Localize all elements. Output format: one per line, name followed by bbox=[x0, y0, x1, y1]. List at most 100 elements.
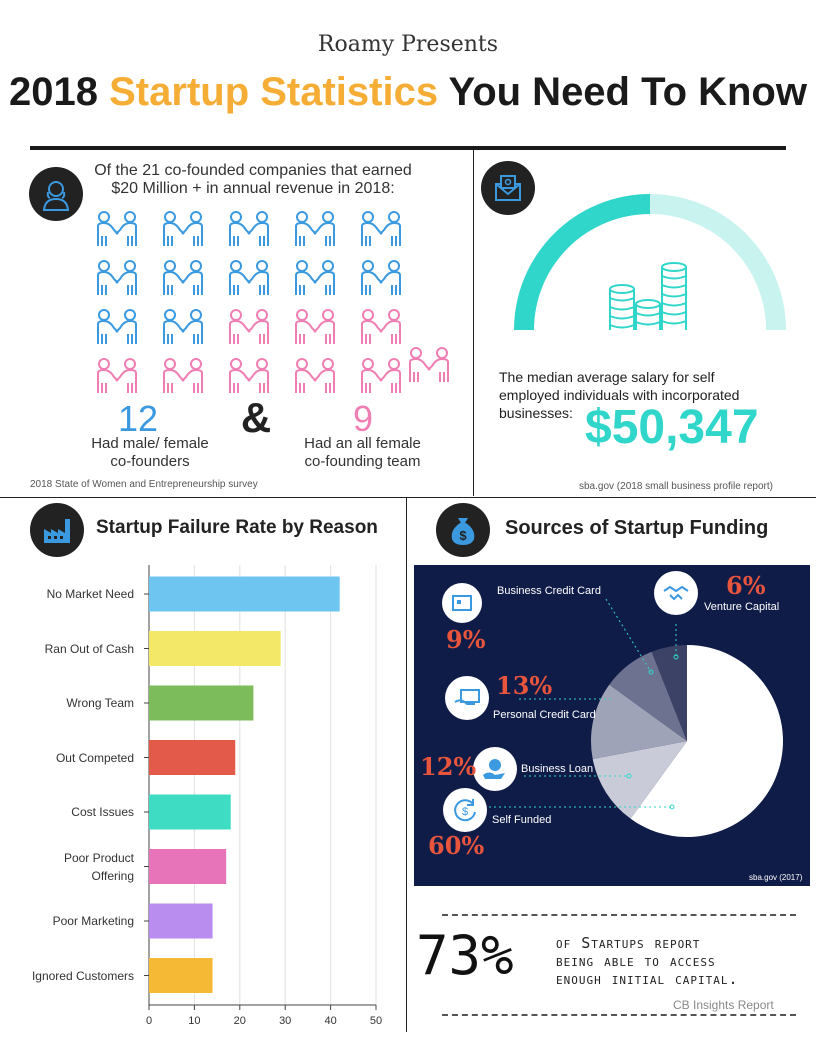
salary-line3: businesses: bbox=[499, 405, 573, 421]
female-cofounder-pair-icon bbox=[229, 309, 269, 344]
bar-out-competed bbox=[149, 740, 236, 775]
salary-source: sba.gov (2018 small business profile rep… bbox=[579, 481, 773, 492]
pct-venture-capital: 6% bbox=[726, 571, 766, 600]
x-tick-label: 20 bbox=[234, 1015, 246, 1027]
pie-slice-personal-credit-card bbox=[591, 684, 687, 759]
salary-description: The median average salary for self emplo… bbox=[499, 368, 769, 422]
mixed-cofounder-pair-icon bbox=[229, 211, 269, 246]
salary-value: $50,347 bbox=[585, 401, 759, 454]
x-tick-label: 0 bbox=[146, 1015, 152, 1027]
card-in-hand-icon bbox=[445, 676, 489, 720]
female-cofounder-pair-icon bbox=[295, 309, 335, 344]
gauge-remaining-arc bbox=[650, 194, 786, 330]
x-tick-label: 50 bbox=[370, 1015, 382, 1027]
capital-line3: enough initial capital. bbox=[556, 970, 739, 988]
capital-statement: of Startups report being able to access … bbox=[556, 934, 796, 988]
label-self-funded: Self Funded bbox=[492, 814, 552, 826]
salary-line2: employed individuals with incorporated bbox=[499, 387, 740, 403]
bar-poor-product-offering bbox=[149, 849, 227, 884]
funding-panel: $ Business Credit Card 9% 6% Venture Cap… bbox=[414, 565, 810, 886]
x-tick-label: 30 bbox=[279, 1015, 291, 1027]
pct-business-credit-card: 9% bbox=[446, 625, 486, 654]
female-cofounder-pair-icon bbox=[163, 358, 203, 393]
divider-vertical-bottom bbox=[406, 497, 407, 1032]
category-label: Cost Issues bbox=[71, 805, 134, 819]
pie-slice-business-loan bbox=[592, 741, 687, 819]
title-year: 2018 bbox=[9, 70, 98, 114]
mixed-label-line1: Had male/ female bbox=[91, 435, 209, 452]
capital-line2: being able to access bbox=[556, 952, 716, 970]
coin-stacks-icon bbox=[609, 262, 687, 330]
x-tick-label: 40 bbox=[324, 1015, 336, 1027]
label-personal-credit-card: Personal Credit Card bbox=[493, 709, 596, 721]
failure-bar-chart: 0 10 20 30 40 50 bbox=[144, 565, 382, 1027]
mixed-cofounder-pair-icon bbox=[229, 260, 269, 295]
label-business-loan: Business Loan bbox=[521, 763, 594, 775]
mixed-count: 12 bbox=[117, 398, 159, 439]
gauge-filled-arc bbox=[514, 194, 650, 330]
title-accent: Startup Statistics bbox=[109, 70, 439, 114]
salary-gauge bbox=[514, 194, 786, 330]
mixed-cofounder-pair-icon bbox=[361, 260, 401, 295]
svg-text:$: $ bbox=[462, 806, 468, 818]
ampersand: & bbox=[240, 394, 272, 441]
svg-text:$: $ bbox=[459, 528, 467, 543]
cofounder-source: 2018 State of Women and Entrepreneurship… bbox=[30, 479, 258, 490]
female-label-line2: co-founding team bbox=[304, 453, 421, 470]
cofounder-intro-line2: $20 Million + in annual revenue in 2018: bbox=[111, 180, 395, 197]
bar-poor-marketing bbox=[149, 903, 213, 939]
label-business-credit-card: Business Credit Card bbox=[497, 585, 601, 597]
stat-bottom-dashes bbox=[442, 1014, 796, 1016]
pct-business-loan: 12% bbox=[420, 752, 477, 781]
mixed-cofounder-pair-icon bbox=[163, 260, 203, 295]
female-count: 9 bbox=[352, 398, 374, 439]
pct-self-funded: 60% bbox=[428, 831, 485, 860]
category-label: Ignored Customers bbox=[31, 968, 134, 983]
handshake-icon bbox=[654, 571, 698, 615]
refresh-dollar-icon: $ bbox=[443, 788, 487, 832]
bar-cost-issues bbox=[149, 794, 231, 830]
woman-icon bbox=[29, 167, 83, 221]
factory-icon bbox=[30, 503, 84, 557]
category-label: Poor Marketing bbox=[52, 914, 134, 928]
divider-horizontal bbox=[0, 497, 816, 498]
mixed-cofounder-pair-icon bbox=[97, 309, 137, 344]
presents-line: Roamy Presents bbox=[317, 32, 499, 57]
funding-leader-lines bbox=[489, 598, 677, 808]
envelope-icon bbox=[481, 161, 535, 215]
divider-vertical-top bbox=[473, 150, 474, 496]
funding-source: sba.gov (2017) bbox=[749, 873, 803, 882]
category-label: Ran Out of Cash bbox=[44, 641, 134, 656]
credit-card-icon bbox=[442, 583, 482, 623]
bar-ran-out-of-cash bbox=[149, 631, 281, 666]
female-cofounder-pair-icon bbox=[409, 347, 449, 382]
female-cofounder-pair-icon bbox=[295, 358, 335, 393]
pct-personal-credit-card: 13% bbox=[496, 671, 553, 700]
salary-line1: The median average salary for self bbox=[499, 369, 715, 385]
mixed-cofounder-pair-icon bbox=[295, 260, 335, 295]
female-label: Had an all female co-founding team bbox=[285, 435, 440, 471]
female-cofounder-pair-icon bbox=[361, 358, 401, 393]
female-cofounder-pair-icon bbox=[229, 358, 269, 393]
category-label: Wrong Team bbox=[66, 696, 134, 710]
cofounder-intro: Of the 21 co-founded companies that earn… bbox=[88, 162, 418, 198]
mixed-label-line2: co-founders bbox=[110, 453, 190, 470]
mixed-cofounder-pair-icon bbox=[361, 211, 401, 246]
funding-title: Sources of Startup Funding bbox=[505, 517, 769, 539]
label-venture-capital: Venture Capital bbox=[704, 601, 780, 613]
funding-pie-chart bbox=[489, 598, 783, 837]
mixed-label: Had male/ female co-founders bbox=[70, 435, 230, 471]
cofounder-intro-line1: Of the 21 co-founded companies that earn… bbox=[94, 162, 412, 179]
female-cofounder-pair-icon bbox=[97, 358, 137, 393]
x-tick-label: 10 bbox=[188, 1015, 200, 1027]
header-rule bbox=[30, 146, 786, 150]
title-rest: You Need To Know bbox=[448, 70, 807, 114]
female-cofounder-pair-icon bbox=[361, 309, 401, 344]
category-label: Poor Product Offering bbox=[63, 850, 134, 883]
mixed-cofounder-pair-icon bbox=[97, 260, 137, 295]
capital-source: CB Insights Report bbox=[673, 998, 774, 1012]
failure-title: Startup Failure Rate by Reason bbox=[96, 517, 378, 538]
category-label: Out Competed bbox=[55, 750, 134, 765]
bar-wrong-team bbox=[149, 685, 254, 721]
mixed-cofounder-pair-icon bbox=[163, 309, 203, 344]
